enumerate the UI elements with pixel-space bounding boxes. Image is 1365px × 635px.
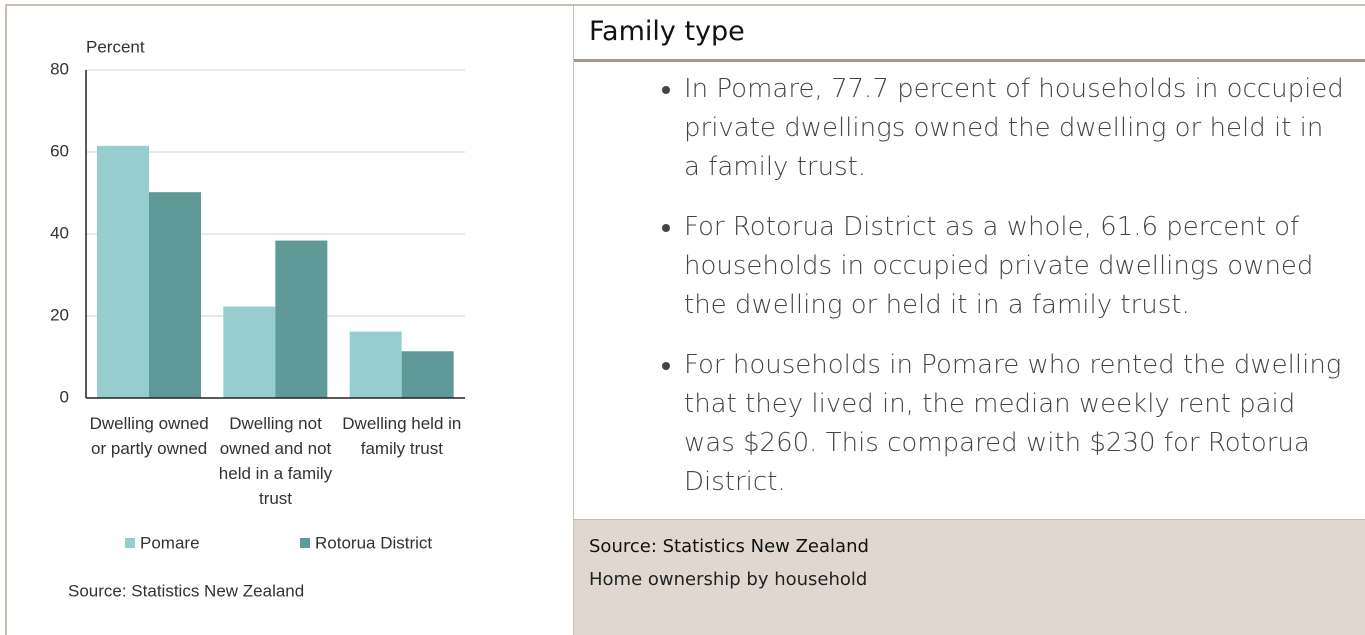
bullet: For households in Pomare who rented the … xyxy=(684,346,1345,502)
y-tick-label: 0 xyxy=(60,387,69,406)
y-axis-label: Percent xyxy=(86,37,145,56)
chart-note: Source: Statistics New Zealand xyxy=(68,581,304,600)
legend-swatch xyxy=(300,538,310,548)
y-tick-label: 60 xyxy=(50,141,69,160)
y-tick-label: 80 xyxy=(50,59,69,78)
x-tick-label: Dwelling owned or partly owned xyxy=(89,414,209,458)
legend-swatch xyxy=(125,538,135,548)
source: Source: Statistics New Zealand xyxy=(589,536,869,557)
bar xyxy=(275,240,328,398)
y-tick-label: 20 xyxy=(50,305,69,324)
x-tick-label: Dwelling held in family trust xyxy=(342,414,462,458)
caption: Home ownership by household xyxy=(589,569,868,590)
bullet: For Rotorua District as a whole, 61.6 pe… xyxy=(684,208,1345,325)
text-panel: Family type In Pomare, 77.7 percent of h… xyxy=(573,4,1365,635)
legend-label: Pomare xyxy=(140,533,200,552)
chart-panel: Percent Source: Statistics New Zealand 0… xyxy=(5,4,573,635)
bar xyxy=(149,192,201,398)
legend-label: Rotorua District xyxy=(315,533,432,552)
chart: Percent Source: Statistics New Zealand 0… xyxy=(50,37,465,600)
panel-title: Family type xyxy=(574,6,1365,62)
y-tick-label: 40 xyxy=(50,223,69,242)
source-box: Source: Statistics New Zealand Home owne… xyxy=(574,519,1365,635)
bullet: In Pomare, 77.7 percent of households in… xyxy=(684,70,1345,187)
x-tick-label: Dwelling not owned and not held in a fam… xyxy=(218,414,333,508)
bar xyxy=(223,306,276,398)
bar xyxy=(401,351,454,398)
bar xyxy=(349,331,402,398)
bar xyxy=(97,145,149,398)
bullet-list: In Pomare, 77.7 percent of households in… xyxy=(574,70,1365,502)
